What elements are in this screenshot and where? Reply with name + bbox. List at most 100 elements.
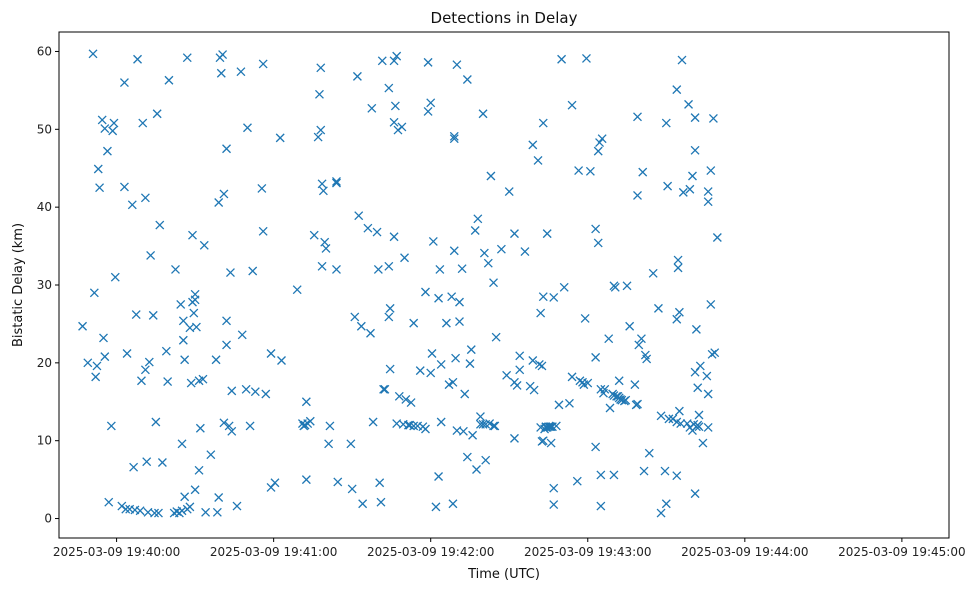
data-point [434,293,444,303]
data-point [191,322,201,332]
data-point [596,501,606,511]
data-point [457,264,467,274]
data-point [194,465,204,475]
data-point [591,442,601,452]
data-point [182,53,192,63]
data-point [131,310,141,320]
data-point [436,359,446,369]
data-point [554,400,564,410]
data-point [690,113,700,123]
data-point [332,177,341,186]
data-point [504,187,514,197]
data-point [415,366,425,376]
data-point [609,470,619,480]
data-point [146,250,156,260]
data-point [151,417,161,427]
data-point [421,424,430,434]
data-point [502,370,512,380]
data-point [119,78,129,88]
data-point [672,85,682,95]
data-point [198,374,208,384]
data-point [189,308,199,318]
data-point [610,282,620,292]
data-point [702,371,712,381]
data-point [574,166,584,176]
data-point [121,504,131,514]
data-point [489,278,498,288]
data-point [706,166,716,176]
data-point [122,349,132,358]
data-point [227,386,237,396]
data-point [266,349,276,358]
data-point [150,508,160,518]
data-point [110,272,120,282]
data-point [148,310,158,320]
data-point [441,318,451,328]
data-point [564,398,574,408]
data-point [155,220,165,230]
data-point [157,458,167,467]
data-point [538,118,548,128]
data-point [661,118,671,128]
data-point [164,75,174,85]
data-point [676,419,686,429]
data-point [195,423,205,433]
data-point [604,334,614,344]
data-point [460,389,470,399]
data-point [703,187,713,197]
data-point [449,131,459,141]
data-point [486,171,496,181]
data-point [512,380,522,390]
data-point [426,368,436,378]
data-point [706,300,716,309]
data-point [180,492,190,502]
data-point [534,359,544,369]
data-point [644,448,654,458]
data-point [520,247,530,256]
data-point [690,489,700,499]
data-point [119,182,129,192]
data-point [673,263,683,273]
data-point [171,264,180,274]
data-point [674,307,684,317]
y-tick-label: 0 [44,512,52,526]
data-point [475,412,485,422]
x-axis-label: Time (UTC) [467,567,540,582]
data-point [140,193,150,203]
data-point [236,67,246,77]
data-point [129,462,139,472]
data-point [633,112,642,122]
data-point [93,164,103,174]
data-point [614,376,624,386]
data-point [392,51,402,61]
data-point [693,383,703,393]
data-point [161,346,171,356]
data-point [455,317,464,327]
data-point [648,268,658,278]
data-point [510,229,519,239]
data-point [597,134,607,144]
data-point [380,384,390,394]
data-point [694,410,704,420]
data-point [325,421,335,431]
data-point [638,167,648,177]
data-point [444,380,454,390]
data-point [673,255,683,265]
data-point [100,352,110,362]
data-point [664,414,674,424]
data-point [127,200,137,210]
data-point [451,353,461,363]
data-point [591,352,601,362]
data-point [178,316,188,326]
y-tick-label: 60 [37,44,52,58]
data-point [373,264,383,274]
data-point [188,230,197,240]
data-point [99,333,108,343]
data-point [389,117,399,127]
data-point [185,502,195,512]
data-point [92,361,102,371]
data-point [316,63,326,73]
data-point [178,335,188,345]
data-point [557,54,567,64]
